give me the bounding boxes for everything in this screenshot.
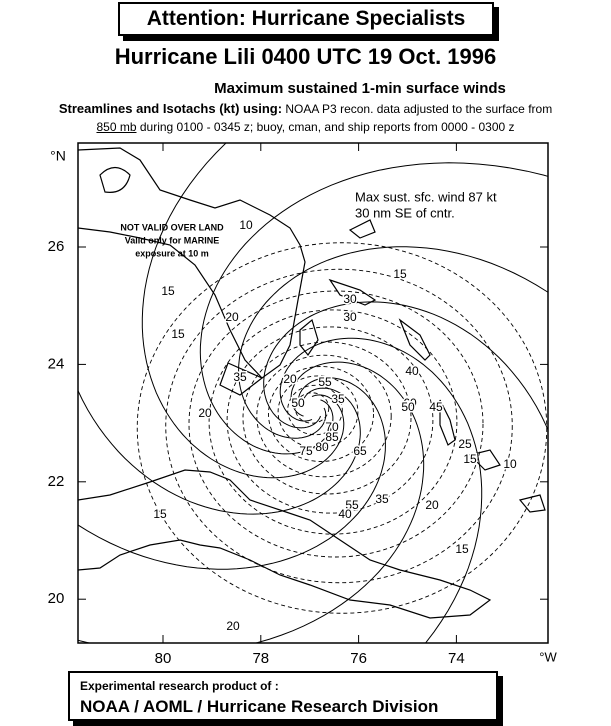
isotach-label: 30 bbox=[343, 292, 357, 306]
title: Hurricane Lili 0400 UTC 19 Oct. 1996 bbox=[114, 44, 497, 69]
streamline bbox=[238, 246, 548, 439]
isotach-label: 20 bbox=[225, 310, 239, 324]
isotach-label: 65 bbox=[353, 444, 367, 458]
isotach bbox=[287, 384, 343, 436]
method-rest: NOAA P3 recon. data adjusted to the surf… bbox=[285, 102, 553, 116]
method-line2-text: during 0100 - 0345 z; buoy, cman, and sh… bbox=[139, 120, 515, 134]
isotach-label: 10 bbox=[503, 457, 517, 471]
map: °N °W Max sust. sfc. wind 87 kt 30 nm SE… bbox=[48, 142, 557, 667]
max-wind-note: Max sust. sfc. wind 87 kt bbox=[355, 189, 497, 204]
lat-tick-label: 22 bbox=[48, 473, 65, 490]
streamlines bbox=[78, 143, 548, 643]
isotach-label: 15 bbox=[455, 542, 469, 556]
lon-tick-label: 76 bbox=[350, 650, 367, 667]
isotach-label: 15 bbox=[463, 452, 477, 466]
max-wind-location: 30 nm SE of cntr. bbox=[355, 205, 455, 220]
method: Streamlines and Isotachs (kt) using: NOA… bbox=[0, 101, 611, 116]
land-warning-3: exposure at 10 m bbox=[135, 248, 209, 258]
isotach-label: 35 bbox=[375, 492, 389, 506]
streamline bbox=[199, 162, 548, 455]
isotach-label: 45 bbox=[429, 400, 443, 414]
level: 850 mb bbox=[96, 120, 137, 134]
streamline bbox=[78, 387, 361, 515]
isotach-label: 50 bbox=[401, 400, 415, 414]
lat-unit: °N bbox=[50, 148, 66, 164]
isotach-label: 35 bbox=[233, 370, 247, 384]
isotach-label: 20 bbox=[425, 498, 439, 512]
footer-box: Experimental research product of : NOAA … bbox=[68, 671, 498, 721]
isotach-label: 20 bbox=[198, 406, 212, 420]
isotach bbox=[294, 392, 330, 424]
isotach-label: 15 bbox=[171, 327, 185, 341]
map-frame bbox=[77, 142, 549, 644]
isotach-label: 60 bbox=[403, 396, 417, 410]
isotach-label: 15 bbox=[393, 267, 407, 281]
isotach-label: 50 bbox=[291, 396, 305, 410]
cuba bbox=[78, 469, 492, 619]
footer-line2: NOAA / AOML / Hurricane Research Divisio… bbox=[80, 697, 439, 716]
isotach-label: 80 bbox=[315, 440, 329, 454]
keys bbox=[219, 362, 264, 396]
streamline bbox=[78, 377, 386, 570]
streamline bbox=[279, 337, 483, 643]
lon-tick-label: 74 bbox=[448, 650, 465, 667]
attention-box: Attention: Hurricane Specialists bbox=[118, 2, 494, 36]
isotach-label: 25 bbox=[458, 437, 472, 451]
isotach-label: 70 bbox=[325, 420, 339, 434]
lon-tick-label: 78 bbox=[252, 650, 269, 667]
land-warning-2: Valid only for MARINE bbox=[125, 235, 220, 245]
isotach-label: 40 bbox=[405, 364, 419, 378]
isotach bbox=[268, 366, 374, 462]
streamline bbox=[141, 143, 345, 479]
isotach-label: 10 bbox=[239, 218, 253, 232]
footer-line1: Experimental research product of : bbox=[80, 679, 279, 693]
streamline bbox=[78, 361, 425, 643]
isotach-label: 55 bbox=[345, 498, 359, 512]
isotach-label: 85 bbox=[325, 430, 339, 444]
isotach-label: 75 bbox=[299, 444, 313, 458]
isotach bbox=[208, 309, 458, 535]
attention: Attention: Hurricane Specialists bbox=[146, 7, 466, 30]
lat-tick-label: 26 bbox=[48, 238, 65, 255]
isotach-label: 30 bbox=[343, 310, 357, 324]
isotach-label: 20 bbox=[226, 619, 240, 633]
method-bold: Streamlines and Isotachs (kt) using: bbox=[58, 101, 283, 116]
streamline bbox=[263, 301, 548, 432]
method-line2: 850 mb during 0100 - 0345 z; buoy, cman,… bbox=[0, 120, 611, 134]
isotach-label: 35 bbox=[331, 392, 345, 406]
isotach bbox=[277, 375, 359, 449]
isotach bbox=[188, 290, 484, 558]
lon-tick-label: 80 bbox=[155, 650, 172, 667]
isotach bbox=[226, 326, 434, 514]
land-warning: NOT VALID OVER LAND bbox=[120, 222, 224, 232]
lat-tick-label: 20 bbox=[48, 590, 65, 607]
isotach-label: 15 bbox=[161, 284, 175, 298]
coastlines bbox=[78, 147, 546, 619]
isotach bbox=[136, 242, 548, 614]
isotach-label: 40 bbox=[338, 507, 352, 521]
florida bbox=[78, 147, 306, 379]
bahamas bbox=[299, 219, 546, 513]
isotach bbox=[165, 268, 513, 584]
isotach bbox=[242, 341, 412, 495]
isotach-label: 55 bbox=[318, 375, 332, 389]
isotach-label: 20 bbox=[283, 372, 297, 386]
isotach bbox=[256, 354, 392, 478]
isotach-label: 15 bbox=[153, 507, 167, 521]
lake bbox=[99, 166, 131, 193]
lon-unit: °W bbox=[539, 649, 557, 664]
subtitle: Maximum sustained 1-min surface winds bbox=[214, 80, 506, 97]
lat-tick-label: 24 bbox=[48, 355, 65, 372]
